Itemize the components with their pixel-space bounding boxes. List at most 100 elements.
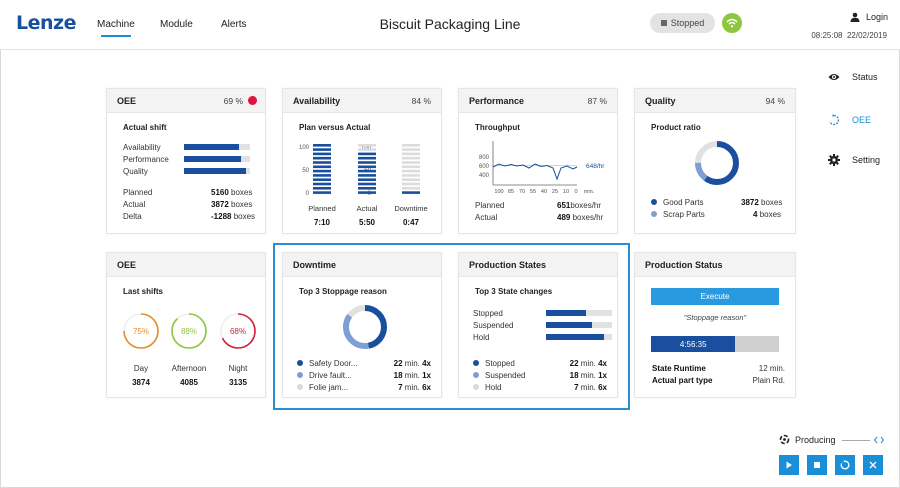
x-tick-label: 25 (552, 189, 558, 195)
column-value: 0:47 (403, 218, 420, 227)
column-segment (402, 156, 420, 160)
card-title: Downtime (293, 259, 337, 270)
row-label: Planned (123, 188, 153, 197)
login-label: Login (866, 12, 889, 22)
shift-value: 4085 (180, 378, 198, 387)
shift-label: Afternoon (172, 364, 207, 373)
legend-dot (473, 372, 479, 378)
bar-label: Performance (123, 155, 169, 164)
bar-fill (546, 310, 586, 316)
card-header: Performance 87 % (459, 89, 617, 113)
gear-icon (828, 154, 840, 166)
column-segment (313, 187, 331, 190)
play-button[interactable] (779, 455, 799, 475)
column-value: 7:10 (314, 218, 331, 227)
card-subtitle: Actual shift (123, 123, 167, 132)
column-segment (358, 152, 376, 156)
column-segment (402, 187, 420, 190)
column-segment (313, 178, 331, 181)
wifi-icon[interactable] (722, 13, 742, 33)
legend-label: Good Parts (663, 198, 704, 207)
tick-label: 0 (306, 191, 310, 197)
clock: 08:25:08 22/02/2019 (811, 31, 887, 40)
legend-dot (473, 384, 479, 390)
column-segment (313, 165, 331, 169)
column-segment (402, 148, 420, 151)
column-segment (313, 169, 331, 173)
column-segment (402, 144, 420, 147)
column-segment (402, 182, 420, 186)
card-oee-actual: OEE 69 % Actual shift Availability Perfo… (106, 88, 266, 234)
machine-state-label: Stopped (670, 18, 705, 28)
row-label: Delta (123, 212, 142, 221)
card-production-states: Production States Top 3 State changes St… (458, 252, 618, 398)
card-subtitle: Top 3 State changes (475, 287, 553, 296)
close-button[interactable] (863, 455, 883, 475)
performance-percent: 87 % (587, 96, 607, 106)
throughput-series-line (492, 163, 578, 181)
list-label: Stopped (485, 359, 515, 368)
donut-segment (695, 141, 739, 185)
legend-value: 3872 boxes (741, 198, 783, 207)
eye-icon (828, 74, 840, 80)
tab-alerts[interactable]: Alerts (221, 19, 247, 30)
execute-button[interactable]: Execute (651, 288, 779, 305)
bar-label: Availability (123, 143, 161, 152)
state-bar-suspended (546, 322, 612, 328)
list-label: Folie jam... (309, 383, 349, 392)
gauge-arc (220, 313, 256, 349)
card-header: OEE (107, 253, 265, 277)
close-icon (869, 461, 877, 469)
donut-segment (343, 305, 387, 349)
row-label: Planned (475, 201, 505, 210)
card-title: OEE (117, 95, 137, 106)
donut-segment (343, 305, 387, 349)
legend-value: 4 boxes (753, 210, 782, 219)
column-segment (402, 152, 420, 156)
column-segment (358, 191, 376, 194)
column-segment (402, 174, 420, 177)
x-tick-label: 85 (508, 189, 514, 195)
column-segment (358, 174, 376, 177)
bar-label: Quality (123, 167, 148, 176)
bar-fill (184, 144, 240, 150)
runtime-progress-fill: 4:56:35 (651, 336, 736, 352)
stop-button[interactable] (807, 455, 827, 475)
shift-percent: 75% (133, 327, 149, 336)
login-button[interactable]: Login (850, 12, 888, 22)
legend-dot-scrap (651, 211, 657, 217)
list-value: 22 min. 4x (569, 359, 607, 368)
availability-columns-chart: 100 50 0 100 50 0 Planned Actual Downtim… (299, 144, 428, 227)
list-label: Drive fault... (309, 371, 352, 380)
x-tick-label: 70 (519, 189, 525, 195)
card-subtitle: Last shifts (123, 287, 164, 296)
state-bar-label: Stopped (473, 309, 503, 318)
state-bar-hold (546, 334, 612, 340)
status-row-value: 12 min. (758, 364, 785, 373)
tab-machine[interactable]: Machine (97, 19, 135, 37)
card-availability: Availability 84 % Plan versus Actual 100… (282, 88, 442, 234)
alert-dot-icon (248, 96, 257, 105)
stoppage-donut (343, 305, 387, 349)
column-segment (402, 178, 420, 181)
legend-label: Scrap Parts (663, 210, 705, 219)
column-segment (358, 169, 376, 173)
side-item-setting[interactable]: Setting (828, 154, 880, 166)
reset-button[interactable] (835, 455, 855, 475)
card-header: Production States (459, 253, 617, 277)
top-header: Lenze Machine Module Alerts Biscuit Pack… (0, 0, 900, 50)
tick-label: 50 (302, 168, 309, 174)
x-unit-label: min. (584, 189, 595, 195)
gauge-arc (123, 313, 159, 349)
column-segment (358, 178, 376, 181)
code-toggle-icon[interactable] (874, 436, 884, 444)
status-row-label: State Runtime (652, 364, 706, 373)
x-tick-label: 100 (494, 189, 503, 195)
side-item-status[interactable]: Status (828, 72, 878, 82)
tab-module[interactable]: Module (160, 19, 193, 30)
shift-value: 3874 (132, 378, 150, 387)
column-segment (358, 182, 376, 186)
side-item-oee[interactable]: OEE (828, 114, 871, 126)
column-segment (358, 148, 376, 151)
card-subtitle: Top 3 Stoppage reason (299, 287, 387, 296)
